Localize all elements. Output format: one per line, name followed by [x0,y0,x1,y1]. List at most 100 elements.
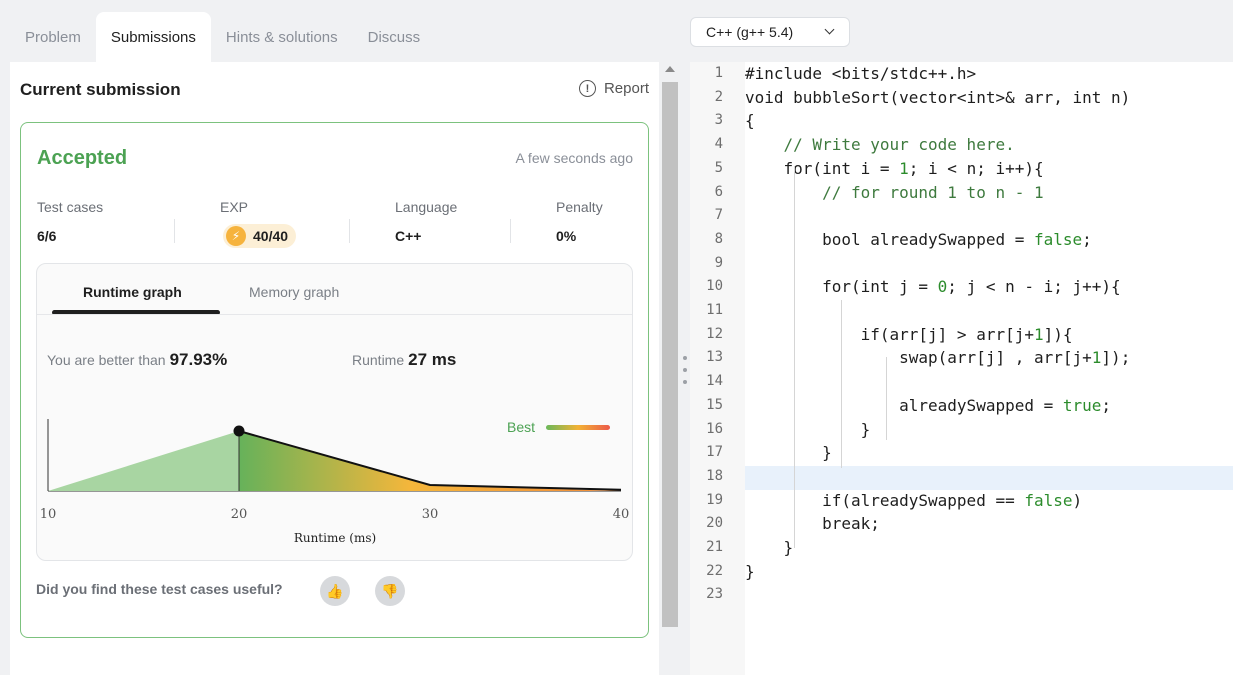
better-than-text: You are better than 97.93% [47,350,227,370]
line-number: 12 [706,325,723,342]
stat-divider [510,219,511,243]
current-submission-title: Current submission [20,80,181,99]
line-number: 4 [714,136,723,153]
line-number: 22 [706,562,723,579]
marker-point [233,425,245,437]
active-tab-indicator [52,310,220,315]
code-line: break; [745,514,880,534]
line-number: 16 [706,420,723,437]
submission-panel: Current submission ! Report Accepted A f… [10,62,659,675]
better-than-label: You are better than [47,352,166,368]
indent-guide [794,166,795,548]
code-line: #include <bits/stdc++.h> [745,64,977,83]
problem-tabs: Problem Submissions Hints & solutions Di… [10,12,435,62]
line-number: 6 [714,183,723,200]
line-number: 13 [706,349,723,366]
stat-divider [349,219,350,243]
graph-card: Runtime graph Memory graph You are bette… [36,263,633,561]
thumbs-up-button[interactable]: 👍 [320,576,350,606]
x-axis-label: Runtime (ms) [294,531,376,545]
stat-divider [174,219,175,243]
line-number: 1 [714,65,723,81]
line-number: 18 [706,467,723,484]
code-line: for(int j = 0; j < n - i; j++){ [745,277,1121,297]
tab-hints-solutions[interactable]: Hints & solutions [225,28,338,46]
indent-guide [886,357,887,440]
line-number: 8 [714,230,723,247]
line-number: 20 [706,515,723,532]
line-number-gutter [690,62,745,675]
code-editor[interactable]: 1 #include <bits/stdc++.h> 2 void bubbleSor… [690,62,1233,675]
scroll-up-arrow[interactable] [665,66,675,72]
tab-submissions[interactable]: Submissions [95,12,211,62]
code-line: } [745,443,832,463]
report-button[interactable]: ! Report [578,80,649,97]
line-number: 9 [714,254,723,271]
lightning-icon: ⚡ [226,226,246,246]
line-number: 2 [714,88,723,105]
tab-runtime-graph[interactable]: Runtime graph [83,284,182,300]
runtime-label: Runtime [352,352,405,368]
x-tick-label: 40 [613,507,630,522]
area-slower [48,431,239,491]
series-line [238,430,622,491]
chevron-down-icon [824,24,835,35]
test-cases-value: 6/6 [37,228,57,244]
runtime-chart: 10 20 30 40 Runtime (ms) Best [40,419,630,545]
exp-label: EXP [220,199,249,215]
scrollbar-thumb[interactable] [662,82,678,627]
legend-label: Best [507,419,535,435]
stat-exp: EXP ⚡ 40/40 [220,199,297,248]
line-number: 19 [706,491,723,508]
thumbs-down-button[interactable]: 👎 [375,576,405,606]
line-number: 10 [706,278,723,295]
line-number: 21 [706,539,723,555]
runtime-value: 27 ms [408,350,457,369]
x-tick-label: 20 [231,507,248,522]
report-label: Report [603,80,649,97]
thumbs-down-icon: 👎 [381,582,399,599]
code-line: for(int i = 1; i < n; i++){ [745,158,1044,178]
runtime-text: Runtime 27 ms [352,350,456,370]
exp-badge: ⚡ 40/40 [223,224,297,248]
exp-value: 40/40 [253,228,289,244]
language-select[interactable]: C++ (g++ 5.4) [690,17,850,47]
code-line: alreadySwapped = true; [745,395,1112,415]
thumbs-up-icon: 👍 [326,582,344,599]
line-number: 14 [706,373,723,390]
code-line: if(arr[j] > arr[j+1]){ [745,324,1073,344]
x-tick-label: 30 [422,507,439,522]
area-faster [239,431,621,491]
indent-guide [841,300,842,468]
language-select-value: C++ (g++ 5.4) [706,24,794,40]
code-line: bool alreadySwapped = false; [745,229,1092,249]
tab-discuss[interactable]: Discuss [367,28,421,46]
better-than-value: 97.93% [169,350,228,369]
line-number: 5 [714,159,723,176]
stat-test-cases: Test cases 6/6 [37,199,103,244]
alert-circle-icon: ! [578,80,596,97]
code-line: swap(arr[j] , arr[j+1]); [745,348,1131,368]
language-label: Language [395,199,458,215]
line-number: 15 [706,396,723,413]
tab-memory-graph[interactable]: Memory graph [249,284,340,300]
language-value: C++ [395,228,422,244]
result-card: Accepted A few seconds ago Test cases 6/… [20,122,649,638]
code-line: } [745,561,755,581]
stat-penalty: Penalty 0% [556,199,603,244]
penalty-value: 0% [556,228,577,244]
line-number: 3 [714,112,723,129]
x-tick-label: 10 [40,507,57,522]
submission-time: A few seconds ago [515,150,633,166]
tab-problem[interactable]: Problem [25,28,81,46]
line-number: 17 [706,444,723,461]
panel-resize-handle[interactable] [683,356,688,392]
line-number: 7 [714,207,723,224]
code-line: } [745,538,794,557]
tab-divider [37,314,632,315]
status-accepted: Accepted [37,147,128,169]
line-number: 23 [706,586,723,603]
stat-language: Language C++ [395,199,457,244]
code-line: // for round 1 to n - 1 [745,182,1044,202]
code-line: } [745,419,871,439]
